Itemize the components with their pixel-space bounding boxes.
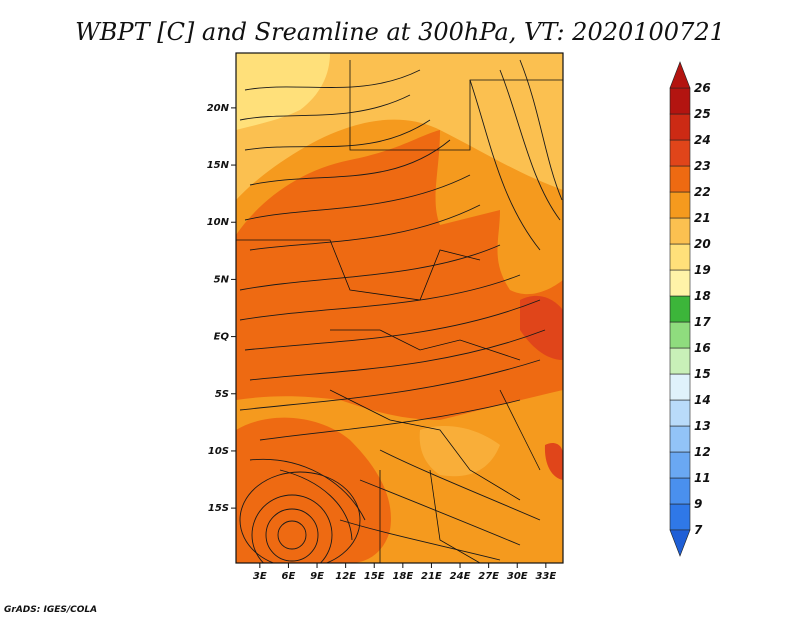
colorbar-segment: [670, 270, 690, 296]
colorbar-label: 19: [694, 263, 711, 277]
colorbar-segment: [670, 348, 690, 374]
colorbar-label: 13: [694, 419, 711, 433]
x-axis: 3E 6E 9E 12E 15E 18E 21E 24E 27E 30E 33E: [253, 563, 556, 582]
colorbar-label: 15: [694, 367, 711, 381]
x-tick-label: 3E: [253, 571, 267, 582]
y-tick-label: 15N: [207, 160, 230, 171]
colorbar-label: 25: [694, 107, 711, 121]
colorbar-label: 26: [694, 81, 711, 95]
y-tick-label: 15S: [208, 503, 229, 514]
colorbar-label: 7: [694, 523, 703, 537]
x-tick-label: 9E: [310, 571, 324, 582]
colorbar-segment: [670, 452, 690, 478]
colorbar-label: 16: [694, 341, 711, 355]
colorbar-label: 9: [694, 497, 702, 511]
colorbar-segment: [670, 244, 690, 270]
colorbar-label: 17: [694, 315, 711, 329]
colorbar-label: 14: [694, 393, 711, 407]
colorbar-label: 12: [694, 445, 711, 459]
x-tick-label: 6E: [282, 571, 296, 582]
colorbar-segment: [670, 192, 690, 218]
colorbar-segment: [670, 114, 690, 140]
colorbar-label: 23: [694, 159, 711, 173]
colorbar-segment: [670, 504, 690, 530]
colorbar-min-arrow: [670, 530, 690, 556]
colorbar-segment: [670, 218, 690, 244]
x-tick-label: 24E: [450, 571, 471, 582]
colorbar: 7 9 11 12 13 14 15 16 17 18 19 20 21 22 23 24 25 26: [670, 62, 711, 556]
y-tick-label: EQ: [214, 332, 230, 343]
chart: WBPT [C] and Sreamline at 300hPa, VT: 20…: [0, 0, 800, 618]
y-tick-label: 10N: [207, 217, 230, 228]
x-tick-label: 18E: [392, 571, 413, 582]
y-tick-label: 5S: [215, 389, 229, 400]
colorbar-segment: [670, 374, 690, 400]
y-tick-label: 20N: [207, 103, 230, 114]
credit-text: GrADS: IGES/COLA: [4, 605, 97, 615]
colorbar-label: 21: [694, 211, 711, 225]
chart-title: WBPT [C] and Sreamline at 300hPa, VT: 20…: [75, 18, 725, 46]
colorbar-segment: [670, 166, 690, 192]
colorbar-label: 20: [694, 237, 711, 251]
x-tick-label: 12E: [335, 571, 356, 582]
plot-area: [236, 53, 563, 575]
x-tick-label: 21E: [421, 571, 442, 582]
colorbar-label: 22: [694, 185, 711, 199]
colorbar-segment: [670, 296, 690, 322]
x-tick-label: 27E: [478, 571, 499, 582]
colorbar-label: 11: [694, 471, 711, 485]
colorbar-segment: [670, 88, 690, 114]
colorbar-max-arrow: [670, 62, 690, 88]
colorbar-segment: [670, 426, 690, 452]
colorbar-segment: [670, 140, 690, 166]
y-axis: 20N 15N 10N 5N EQ 5S 10S 15S: [207, 103, 236, 514]
colorbar-segment: [670, 400, 690, 426]
y-tick-label: 5N: [214, 274, 230, 285]
colorbar-label: 24: [694, 133, 711, 147]
colorbar-label: 18: [694, 289, 711, 303]
colorbar-segment: [670, 478, 690, 504]
colorbar-segment: [670, 322, 690, 348]
x-tick-label: 30E: [507, 571, 528, 582]
y-tick-label: 10S: [208, 446, 229, 457]
x-tick-label: 33E: [535, 571, 556, 582]
x-tick-label: 15E: [364, 571, 385, 582]
